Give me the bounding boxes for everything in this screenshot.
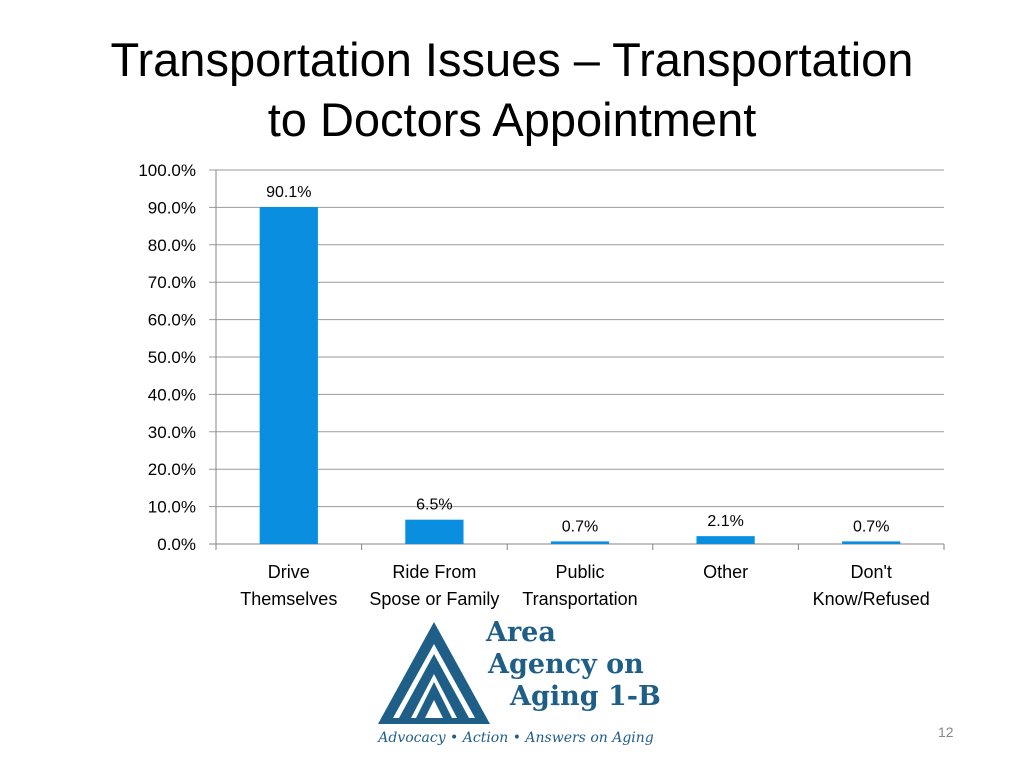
bar: [550, 541, 610, 544]
logo-text-aging: Aging 1-B: [510, 681, 661, 712]
bar: [405, 519, 464, 544]
triangle-emblem-icon: [378, 622, 490, 724]
bar-chart: 0.0% 10.0% 20.0% 30.0% 40.0% 50.0% 60.0% 70.0% 8…: [138, 161, 945, 609]
x-tick-label: Transportation: [522, 589, 637, 609]
data-label: 0.7%: [562, 518, 598, 535]
y-tick-label: 80.0%: [148, 236, 196, 255]
y-tick-label: 10.0%: [148, 498, 196, 517]
data-label: 6.5%: [416, 497, 452, 514]
y-tick-label: 0.0%: [157, 535, 196, 554]
bar: [842, 541, 901, 544]
x-tick-label: Public: [555, 562, 604, 582]
y-tick-label: 20.0%: [148, 460, 196, 479]
x-tick-label: Themselves: [240, 589, 337, 609]
data-label: 90.1%: [266, 184, 311, 201]
y-tick-label: 40.0%: [148, 385, 196, 404]
x-tick-label: Know/Refused: [813, 589, 930, 609]
logo-tagline: Advocacy • Action • Answers on Aging: [378, 730, 654, 746]
area-agency-logo: Area Agency on Aging 1-B Advocacy • Acti…: [360, 612, 680, 762]
data-label: 2.1%: [707, 513, 743, 530]
x-tick-label: Don't: [850, 562, 891, 582]
y-tick-label: 60.0%: [148, 311, 196, 330]
page-number: 12: [938, 724, 954, 740]
y-tick-label: 90.0%: [148, 198, 196, 217]
y-tick-label: 30.0%: [148, 423, 196, 442]
x-tick-label: Drive: [268, 562, 310, 582]
y-tick-label: 50.0%: [148, 348, 196, 367]
y-tick-label: 100.0%: [138, 161, 196, 180]
slide-title: Transportation Issues – Transportation t…: [40, 30, 984, 150]
logo-text-area: Area: [486, 617, 556, 648]
x-tick-label: Other: [703, 562, 748, 582]
data-label: 0.7%: [853, 518, 889, 535]
bar: [696, 536, 755, 544]
x-tick-label: Spose or Family: [369, 589, 499, 609]
x-tick-label: Ride From: [392, 562, 476, 582]
y-tick-label: 70.0%: [148, 273, 196, 292]
logo-text-agency: Agency on: [488, 649, 644, 680]
bar: [259, 207, 318, 544]
slide-title-line-1: Transportation Issues – Transportation: [110, 33, 914, 86]
slide-title-line-2: to Doctors Appointment: [267, 93, 757, 146]
